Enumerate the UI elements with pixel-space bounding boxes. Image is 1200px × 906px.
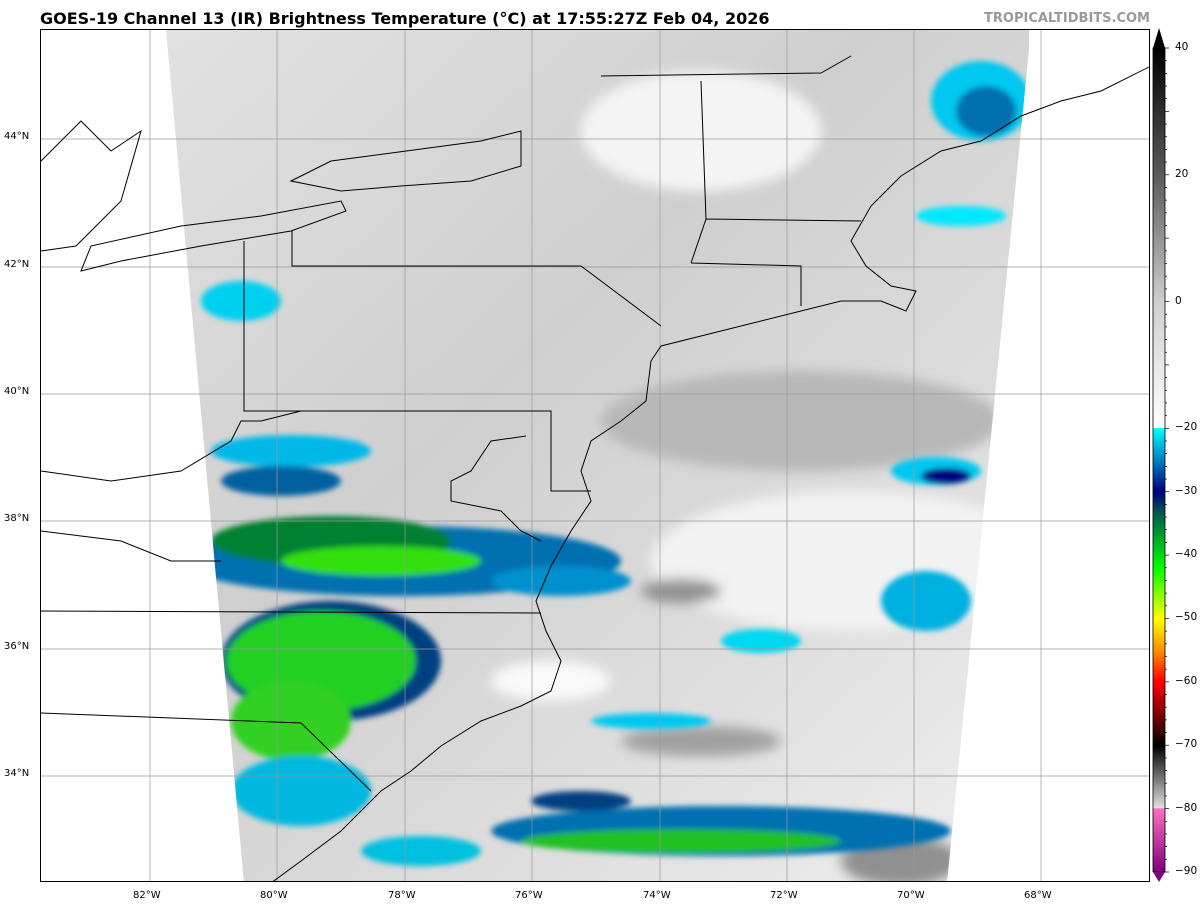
colorbar-extend-max	[1153, 28, 1165, 48]
lat-label: 44°N	[4, 131, 30, 142]
colorbar-gradient	[1152, 47, 1166, 873]
lat-label: 42°N	[4, 259, 30, 270]
colorbar-tick-label: −90	[1175, 865, 1198, 877]
colorbar	[1152, 28, 1169, 882]
colorbar-tick-label: −30	[1175, 484, 1198, 497]
satellite-map	[40, 29, 1150, 882]
lon-label: 80°W	[260, 890, 288, 901]
coastlines	[41, 55, 1149, 881]
colorbar-tick-label: −70	[1175, 738, 1198, 751]
colorbar-tick-label: −20	[1175, 421, 1198, 434]
map-title: GOES-19 Channel 13 (IR) Brightness Tempe…	[40, 9, 770, 28]
lon-label: 70°W	[897, 890, 925, 901]
lon-label: 78°W	[388, 890, 416, 901]
colorbar-tick-label: −80	[1175, 801, 1198, 814]
colorbar-tick-label: 0	[1175, 294, 1182, 307]
lon-label: 76°W	[515, 890, 543, 901]
lon-label: 82°W	[133, 890, 161, 901]
lon-label: 72°W	[770, 890, 798, 901]
watermark: TROPICALTIDBITS.COM	[984, 11, 1150, 26]
lat-label: 40°N	[4, 386, 30, 397]
cold-cloud-tops	[181, 61, 1029, 866]
lat-label: 38°N	[4, 513, 30, 524]
satellite-swath	[166, 30, 1029, 881]
colorbar-tick-label: −40	[1175, 548, 1198, 561]
graticule	[41, 30, 1149, 881]
lat-label: 36°N	[4, 641, 30, 652]
colorbar-tick-label: 40	[1175, 41, 1189, 53]
colorbar-tick-label: −60	[1175, 674, 1198, 687]
map-canvas	[41, 30, 1149, 881]
lon-label: 68°W	[1024, 890, 1052, 901]
colorbar-tick-label: 20	[1175, 167, 1189, 180]
colorbar-tick-label: −50	[1175, 611, 1198, 624]
colorbar-extend-min	[1153, 872, 1165, 882]
lon-label: 74°W	[643, 890, 671, 901]
lat-label: 34°N	[4, 768, 30, 779]
